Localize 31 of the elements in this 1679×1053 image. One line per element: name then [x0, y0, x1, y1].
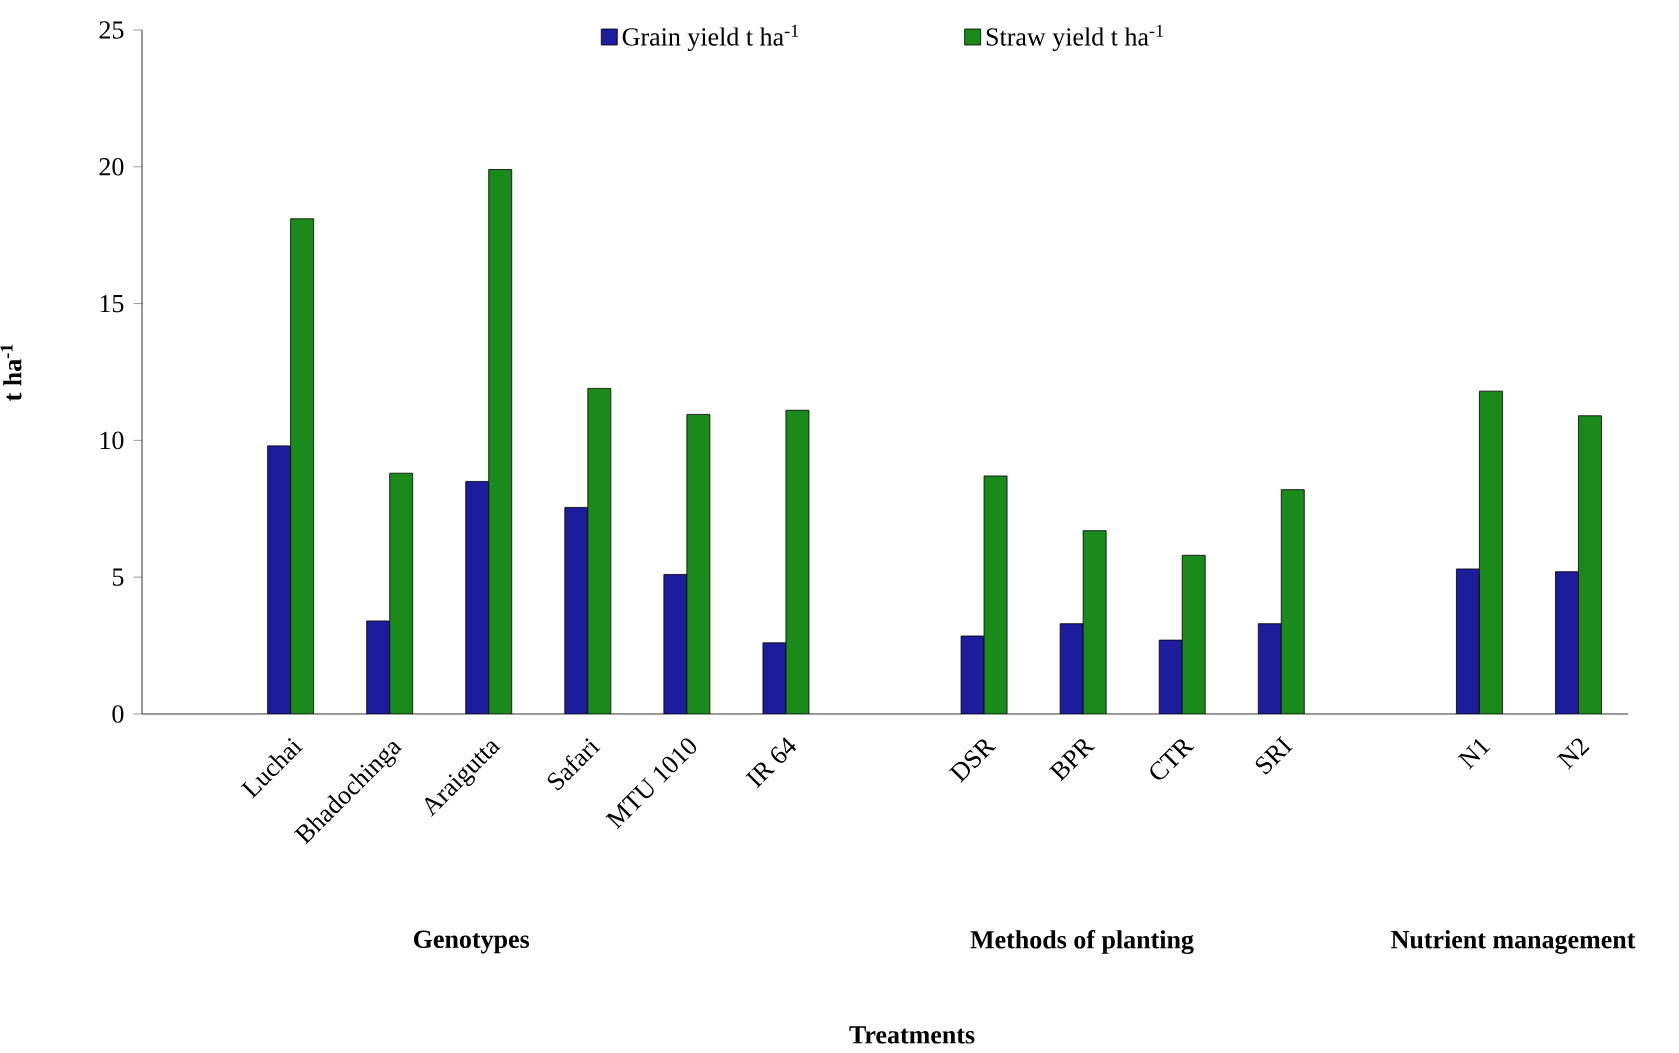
legend-label: Straw yield t ha$^{-1}$	[986, 24, 1164, 52]
y-tick-label: 0	[112, 705, 124, 723]
bar	[366, 620, 390, 714]
text: Methods of planting	[970, 929, 1194, 955]
x-tick-label: CTR	[1150, 739, 1195, 780]
x-tick-label: N2	[1556, 738, 1590, 770]
bar	[1456, 568, 1480, 714]
bar	[1159, 640, 1183, 714]
text: Genotypes	[413, 930, 530, 954]
bar	[564, 507, 588, 714]
y-tick-label: 10	[100, 431, 124, 450]
bar	[465, 481, 489, 714]
y-tick-label: 25	[99, 21, 124, 39]
bar	[267, 445, 291, 714]
y-axis-title: t ha$^{-1}$	[0, 344, 22, 401]
x-tick-label: N1	[1457, 738, 1491, 770]
x-tick-label: IR 64	[745, 737, 797, 789]
text: Nutrient management	[1391, 930, 1636, 954]
bar	[1060, 623, 1084, 714]
bar	[762, 642, 786, 714]
text: Treatments	[849, 1026, 975, 1044]
bar	[1555, 571, 1579, 714]
x-tick-label: BPR	[1048, 739, 1096, 782]
y-tick-label: 5	[112, 568, 124, 586]
bar	[663, 574, 687, 714]
legend-label: Grain yield t ha$^{-1}$	[622, 24, 799, 52]
y-tick-label: 20	[99, 158, 124, 176]
y-tick-label: 15	[100, 294, 124, 313]
x-tick-label: DSR	[948, 739, 997, 783]
bar	[1258, 623, 1282, 714]
x-tick-label: SRI	[1255, 736, 1293, 775]
